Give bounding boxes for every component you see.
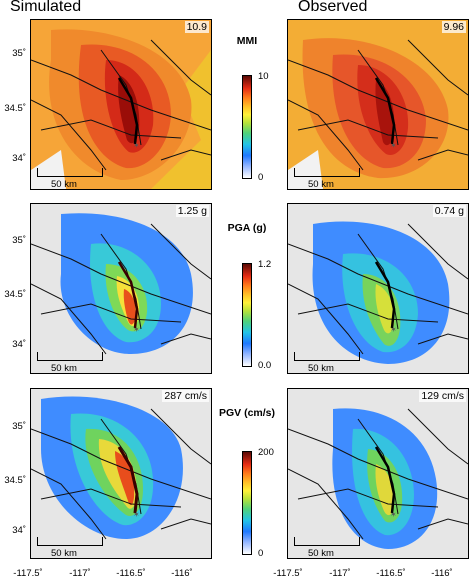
svg-text:✶: ✶ [133, 510, 140, 519]
x-tick-label: -117.5˚ [13, 568, 43, 579]
scale-bar [294, 168, 360, 177]
y-tick-label: 34.5˚ [4, 475, 26, 486]
x-tick-label: -116˚ [171, 568, 193, 579]
x-tick-label: -117˚ [69, 568, 91, 579]
svg-text:✶: ✶ [390, 325, 397, 334]
y-tick-label: 35˚ [12, 235, 26, 246]
simulated-mmi-map: ✶ 10.9 50 km [30, 19, 212, 190]
pga-colorbar [242, 263, 252, 367]
observed-pga-field: ✶ [288, 204, 468, 373]
observed-pga-peak: 0.74 g [432, 205, 466, 217]
y-tick-label: 34.5˚ [4, 289, 26, 300]
pgv-colorbar-max: 200 [258, 447, 274, 458]
svg-text:✶: ✶ [390, 141, 397, 150]
y-tick-label: 34˚ [12, 153, 26, 164]
scale-label: 50 km [51, 179, 77, 190]
mmi-colorbar [242, 75, 252, 179]
observed-pga-map: ✶ 0.74 g 50 km [287, 203, 469, 374]
x-tick-label: -116.5˚ [116, 568, 146, 579]
scale-label: 50 km [308, 548, 334, 559]
pga-colorbar-min: 0.0 [258, 360, 272, 371]
svg-text:✶: ✶ [133, 325, 140, 334]
observed-pgv-peak: 129 cm/s [419, 390, 466, 402]
y-tick-label: 35˚ [12, 48, 26, 59]
observed-mmi-map: ✶ 9.96 50 km [287, 19, 469, 190]
simulated-mmi-peak: 10.9 [184, 21, 209, 33]
pgv-colorbar [242, 451, 252, 555]
scale-bar [37, 352, 103, 361]
simulated-mmi-field: ✶ [31, 20, 211, 189]
pgv-colorbar-title: PGV (cm/s) [218, 407, 276, 419]
mmi-colorbar-title: MMI [236, 35, 258, 47]
pga-colorbar-max: 1.2 [258, 259, 272, 270]
scale-bar [294, 352, 360, 361]
y-tick-label: 34˚ [12, 525, 26, 536]
y-tick-label: 34˚ [12, 339, 26, 350]
scale-label: 50 km [51, 363, 77, 374]
y-tick-label: 34.5˚ [4, 103, 26, 114]
pga-colorbar-title: PGA (g) [227, 222, 267, 234]
scale-bar [294, 537, 360, 546]
simulated-pga-peak: 1.25 g [175, 205, 209, 217]
x-tick-label: -117˚ [329, 568, 351, 579]
simulated-pgv-map: ✶ 287 cm/s 50 km [30, 388, 212, 559]
pgv-colorbar-min: 0 [258, 548, 264, 559]
simulated-pga-field: ✶ [31, 204, 211, 373]
simulated-pga-map: ✶ 1.25 g 50 km [30, 203, 212, 374]
simulated-column-title: Simulated [10, 0, 82, 15]
scale-bar [37, 537, 103, 546]
observed-column-title: Observed [298, 0, 368, 15]
simulated-pgv-peak: 287 cm/s [162, 390, 209, 402]
scale-label: 50 km [51, 548, 77, 559]
simulated-pgv-field: ✶ [31, 389, 211, 558]
mmi-colorbar-max: 10 [258, 71, 269, 82]
y-tick-label: 35˚ [12, 421, 26, 432]
scale-label: 50 km [308, 363, 334, 374]
observed-mmi-field: ✶ [288, 20, 468, 189]
observed-pgv-map: ✶ 129 cm/s 50 km [287, 388, 469, 559]
observed-mmi-peak: 9.96 [441, 21, 466, 33]
svg-text:✶: ✶ [133, 141, 140, 150]
scale-label: 50 km [308, 179, 334, 190]
x-tick-label: -117.5˚ [273, 568, 303, 579]
scale-bar [37, 168, 103, 177]
x-tick-label: -116˚ [431, 568, 453, 579]
x-tick-label: -116.5˚ [376, 568, 406, 579]
observed-pgv-field: ✶ [288, 389, 468, 558]
mmi-colorbar-min: 0 [258, 172, 264, 183]
svg-text:✶: ✶ [390, 510, 397, 519]
